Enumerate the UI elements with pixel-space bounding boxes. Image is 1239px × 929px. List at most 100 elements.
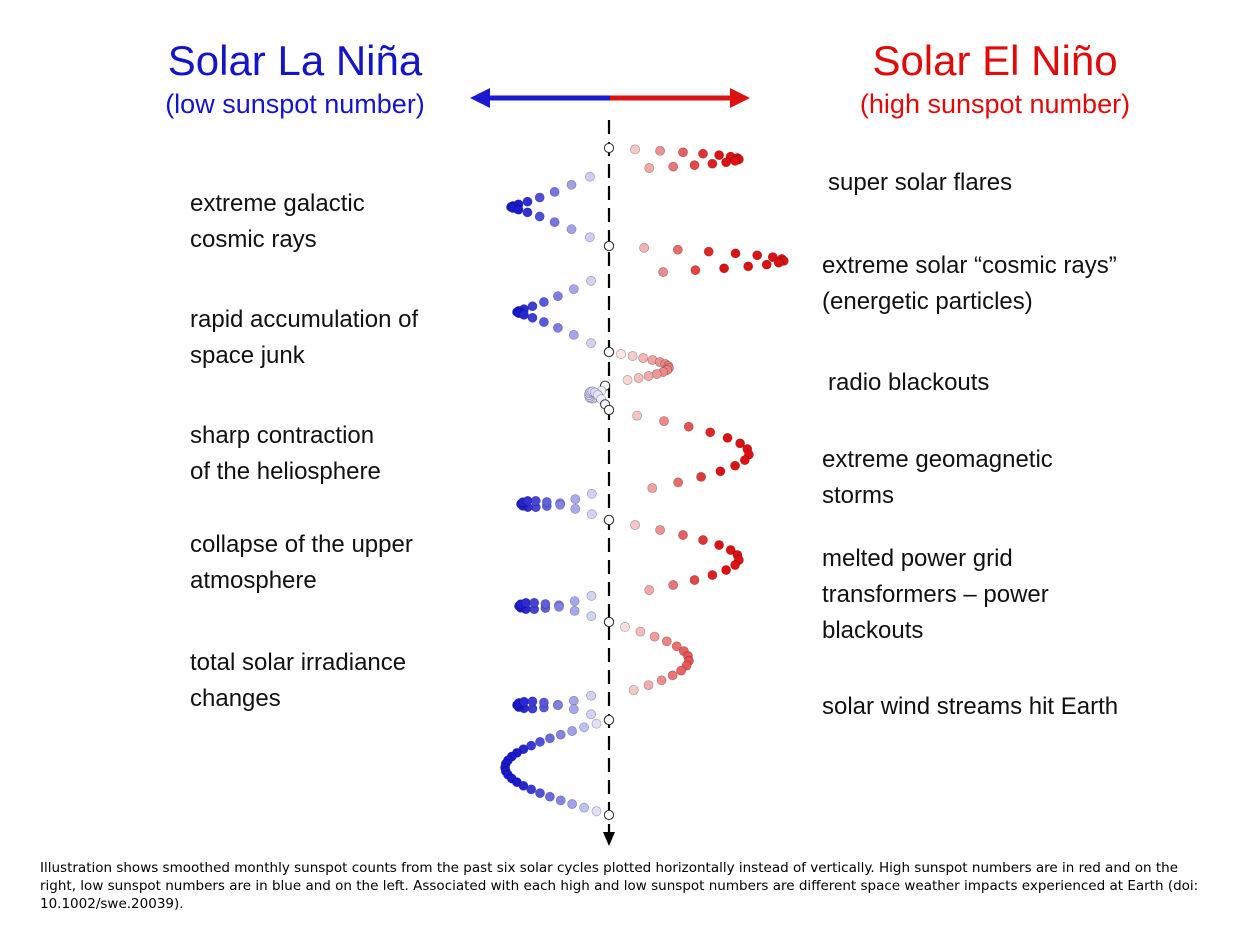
impact-line: solar wind streams hit Earth	[822, 693, 1119, 720]
sunspot-dot	[567, 799, 577, 809]
sunspot-dot	[586, 709, 596, 720]
sunspot-dot	[529, 597, 540, 608]
sunspot-dot	[632, 410, 642, 421]
sunspot-dot	[579, 802, 589, 813]
impact-line: blackouts	[822, 617, 924, 644]
right-subtitle: (high sunspot number)	[859, 89, 1131, 119]
sunspot-dot	[644, 163, 655, 173]
sunspot-dot	[519, 309, 529, 320]
sunspot-dot	[591, 718, 602, 729]
sunspot-dot	[586, 275, 596, 286]
right-impact-energetic-particles: extreme solar “cosmic rays” (energetic p…	[822, 248, 1117, 320]
sunspot-dot	[667, 670, 678, 681]
sunspot-dot	[603, 142, 615, 154]
sunspot-dot	[714, 150, 724, 160]
sunspot-dot	[656, 675, 667, 686]
sunspot-dot	[540, 599, 551, 609]
axis-arrow-head	[603, 832, 615, 846]
left-subtitle: (low sunspot number)	[165, 89, 425, 119]
figure-caption: Illustration shows smoothed monthly suns…	[40, 860, 1199, 912]
sunspot-dot	[521, 598, 531, 608]
sunspot-dot	[703, 246, 714, 257]
sunspot-dot	[603, 346, 615, 358]
impact-line: total solar irradiance	[190, 649, 407, 676]
sunspot-dot	[585, 171, 595, 182]
sunspot-dot	[545, 733, 555, 744]
sunspot-dot	[541, 497, 552, 507]
sunspot-dot	[761, 259, 772, 270]
sunspot-dot	[630, 520, 640, 530]
sunspot-dot	[527, 301, 538, 312]
impact-line: space junk	[190, 342, 305, 369]
impact-line: extreme geomagnetic	[822, 446, 1053, 473]
sunspot-dot	[526, 784, 537, 795]
sunspot-dot	[526, 740, 537, 751]
sunspot-dot	[535, 788, 545, 798]
double-arrow	[470, 88, 750, 108]
sunspot-dot	[603, 616, 615, 628]
sunspot-dot	[661, 636, 672, 647]
sunspot-dot	[698, 148, 708, 159]
sunspot-dot	[568, 284, 579, 294]
sunspot-dot	[527, 696, 538, 707]
sunspot-dot	[671, 641, 682, 652]
sunspot-dot	[707, 158, 718, 169]
sunspot-dot	[534, 211, 545, 222]
sunspot-dot	[628, 685, 639, 695]
sunspot-dot	[586, 488, 597, 499]
sunspot-dot	[714, 540, 724, 550]
sunspot-dot	[603, 714, 615, 726]
sunspot-dot	[553, 322, 563, 333]
sunspot-dot	[678, 147, 688, 158]
left-impact-irradiance: total solar irradiance changes	[190, 645, 406, 717]
sunspot-dot	[539, 297, 549, 307]
sunspot-dot	[555, 729, 566, 740]
sunspot-dot	[586, 590, 597, 601]
impact-line: cosmic rays	[190, 226, 317, 253]
sunspot-dot	[668, 580, 679, 590]
sunspot-dot	[651, 369, 662, 379]
arrow-head-right	[730, 88, 750, 108]
sunspot-dot	[539, 697, 549, 708]
dashed-time-axis	[603, 120, 615, 846]
sunspot-dot	[545, 791, 555, 802]
sunspot-dots	[500, 142, 789, 821]
sunspot-dot	[586, 690, 596, 701]
sunspot-dot	[620, 622, 630, 632]
sunspot-dot	[721, 565, 731, 575]
sunspot-dot	[549, 217, 560, 227]
sunspot-dot	[555, 499, 565, 510]
impact-line: of the heliosphere	[190, 458, 381, 485]
sunspot-dot	[568, 329, 579, 340]
right-impact-radio-blackouts: radio blackouts	[828, 365, 989, 401]
arrow-head-left	[470, 88, 490, 108]
sunspot-dot	[643, 371, 654, 381]
sunspot-dot	[725, 545, 736, 555]
sunspot-dot	[603, 809, 615, 821]
impact-line: (energetic particles)	[822, 288, 1033, 315]
sunspot-dot	[696, 471, 706, 482]
sunspot-dot	[659, 416, 669, 426]
sunspot-dot	[658, 267, 668, 277]
sunspot-dot	[522, 196, 533, 207]
sunspot-dot	[585, 232, 595, 243]
sunspot-dot	[518, 780, 529, 791]
sunspot-dot	[638, 353, 649, 363]
sunspot-dot	[719, 263, 729, 274]
sunspot-dot	[630, 144, 640, 155]
sunspot-dot	[655, 525, 665, 535]
impact-line: changes	[190, 685, 281, 712]
sunspot-dot	[535, 737, 545, 747]
impact-line: rapid accumulation of	[190, 306, 419, 333]
impact-line: atmosphere	[190, 567, 317, 594]
sunspot-dot	[586, 509, 597, 520]
impact-line: sharp contraction	[190, 422, 375, 449]
left-impact-heliosphere: sharp contraction of the heliosphere	[190, 418, 381, 490]
impact-line: extreme solar “cosmic rays”	[822, 252, 1117, 279]
left-impact-upper-atmosphere: collapse of the upper atmosphere	[190, 527, 413, 599]
sunspot-dot	[689, 575, 700, 585]
sunspot-dot	[519, 696, 529, 707]
sunspot-dot	[566, 224, 577, 235]
sunspot-dot	[570, 494, 581, 504]
